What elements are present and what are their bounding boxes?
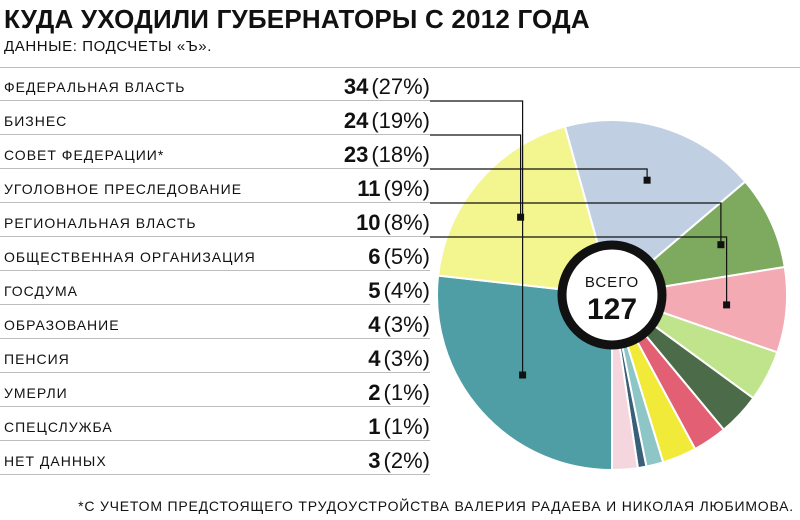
category-value: 24 (19%) xyxy=(344,109,430,133)
leader-line xyxy=(430,168,648,181)
category-percent: (4%) xyxy=(383,278,430,303)
category-label: УМЕРЛИ xyxy=(4,385,68,401)
row-divider xyxy=(0,474,430,475)
category-row: РЕГИОНАЛЬНАЯ ВЛАСТЬ 10 (8%) xyxy=(0,203,430,237)
footnote: *С УЧЕТОМ ПРЕДСТОЯЩЕГО ТРУДОУСТРОЙСТВА В… xyxy=(78,498,794,514)
leader-marker xyxy=(717,241,725,249)
category-row: ОБРАЗОВАНИЕ 4 (3%) xyxy=(0,305,430,339)
row-divider xyxy=(0,134,430,135)
category-row: ПЕНСИЯ 4 (3%) xyxy=(0,339,430,373)
row-divider xyxy=(0,202,430,203)
category-row: ОБЩЕСТВЕННАЯ ОРГАНИЗАЦИЯ 6 (5%) xyxy=(0,237,430,271)
row-divider xyxy=(0,304,430,305)
category-label: СПЕЦСЛУЖБА xyxy=(4,419,113,435)
pie-center-ring xyxy=(557,240,667,350)
category-count: 23 xyxy=(343,142,369,167)
category-row: НЕТ ДАННЫХ 3 (2%) xyxy=(0,441,430,475)
category-count: 4 xyxy=(368,346,381,371)
category-value: 4 (3%) xyxy=(368,347,430,371)
category-row: СПЕЦСЛУЖБА 1 (1%) xyxy=(0,407,430,441)
row-divider xyxy=(0,236,430,237)
row-divider xyxy=(0,372,430,373)
leader-line xyxy=(430,134,522,218)
row-divider xyxy=(0,338,430,339)
category-label: НЕТ ДАННЫХ xyxy=(4,453,107,469)
category-count: 4 xyxy=(368,312,381,337)
chart-title: КУДА УХОДИЛИ ГУБЕРНАТОРЫ С 2012 ГОДА xyxy=(4,4,590,34)
category-count: 34 xyxy=(343,74,369,99)
leader-line xyxy=(430,100,524,375)
category-percent: (1%) xyxy=(383,380,430,405)
leader-line xyxy=(430,202,722,245)
category-count: 2 xyxy=(368,380,381,405)
row-divider xyxy=(0,100,430,101)
category-count: 1 xyxy=(368,414,381,439)
category-value: 34 (27%) xyxy=(344,75,430,99)
category-value: 3 (2%) xyxy=(368,449,430,473)
leader-marker xyxy=(519,371,527,379)
row-divider xyxy=(0,270,430,271)
center-label: ВСЕГО xyxy=(585,274,639,291)
top-divider xyxy=(0,67,800,68)
category-percent: (1%) xyxy=(383,414,430,439)
category-row: СОВЕТ ФЕДЕРАЦИИ* 23 (18%) xyxy=(0,135,430,169)
category-value: 6 (5%) xyxy=(368,245,430,269)
category-row: ГОСДУМА 5 (4%) xyxy=(0,271,430,305)
leader-marker xyxy=(517,213,525,221)
chart-subtitle: ДАННЫЕ: ПОДСЧЕТЫ «Ъ». xyxy=(4,38,212,55)
category-row: ФЕДЕРАЛЬНАЯ ВЛАСТЬ 34 (27%) xyxy=(0,67,430,101)
category-percent: (9%) xyxy=(383,176,430,201)
row-divider xyxy=(0,406,430,407)
center-total: 127 xyxy=(587,293,637,326)
category-percent: (27%) xyxy=(371,74,430,99)
category-percent: (3%) xyxy=(383,312,430,337)
category-label: БИЗНЕС xyxy=(4,113,68,129)
category-label: РЕГИОНАЛЬНАЯ ВЛАСТЬ xyxy=(4,215,197,231)
category-percent: (8%) xyxy=(383,210,430,235)
category-value: 23 (18%) xyxy=(344,143,430,167)
leader-marker xyxy=(643,176,651,184)
category-value: 11 (9%) xyxy=(357,177,430,201)
category-count: 6 xyxy=(368,244,381,269)
category-percent: (2%) xyxy=(383,448,430,473)
category-value: 4 (3%) xyxy=(368,313,430,337)
category-label: ПЕНСИЯ xyxy=(4,351,70,367)
category-count: 5 xyxy=(368,278,381,303)
category-label: СОВЕТ ФЕДЕРАЦИИ* xyxy=(4,147,165,163)
category-percent: (3%) xyxy=(383,346,430,371)
category-label: ОБЩЕСТВЕННАЯ ОРГАНИЗАЦИЯ xyxy=(4,249,256,265)
row-divider xyxy=(0,168,430,169)
leader-line xyxy=(430,236,728,305)
category-count: 11 xyxy=(357,176,381,201)
leader-marker xyxy=(723,301,731,309)
category-percent: (18%) xyxy=(371,142,430,167)
category-percent: (5%) xyxy=(383,244,430,269)
category-percent: (19%) xyxy=(371,108,430,133)
category-row: УМЕРЛИ 2 (1%) xyxy=(0,373,430,407)
category-label: УГОЛОВНОЕ ПРЕСЛЕДОВАНИЕ xyxy=(4,181,243,197)
category-count: 24 xyxy=(343,108,369,133)
category-value: 5 (4%) xyxy=(368,279,430,303)
row-divider xyxy=(0,440,430,441)
category-count: 10 xyxy=(356,210,381,235)
category-label: ОБРАЗОВАНИЕ xyxy=(4,317,120,333)
category-value: 2 (1%) xyxy=(368,381,430,405)
category-value: 1 (1%) xyxy=(368,415,430,439)
category-row: УГОЛОВНОЕ ПРЕСЛЕДОВАНИЕ 11 (9%) xyxy=(0,169,430,203)
category-row: БИЗНЕС 24 (19%) xyxy=(0,101,430,135)
category-value: 10 (8%) xyxy=(356,211,430,235)
category-count: 3 xyxy=(368,448,381,473)
category-label: ФЕДЕРАЛЬНАЯ ВЛАСТЬ xyxy=(4,79,186,95)
category-label: ГОСДУМА xyxy=(4,283,79,299)
